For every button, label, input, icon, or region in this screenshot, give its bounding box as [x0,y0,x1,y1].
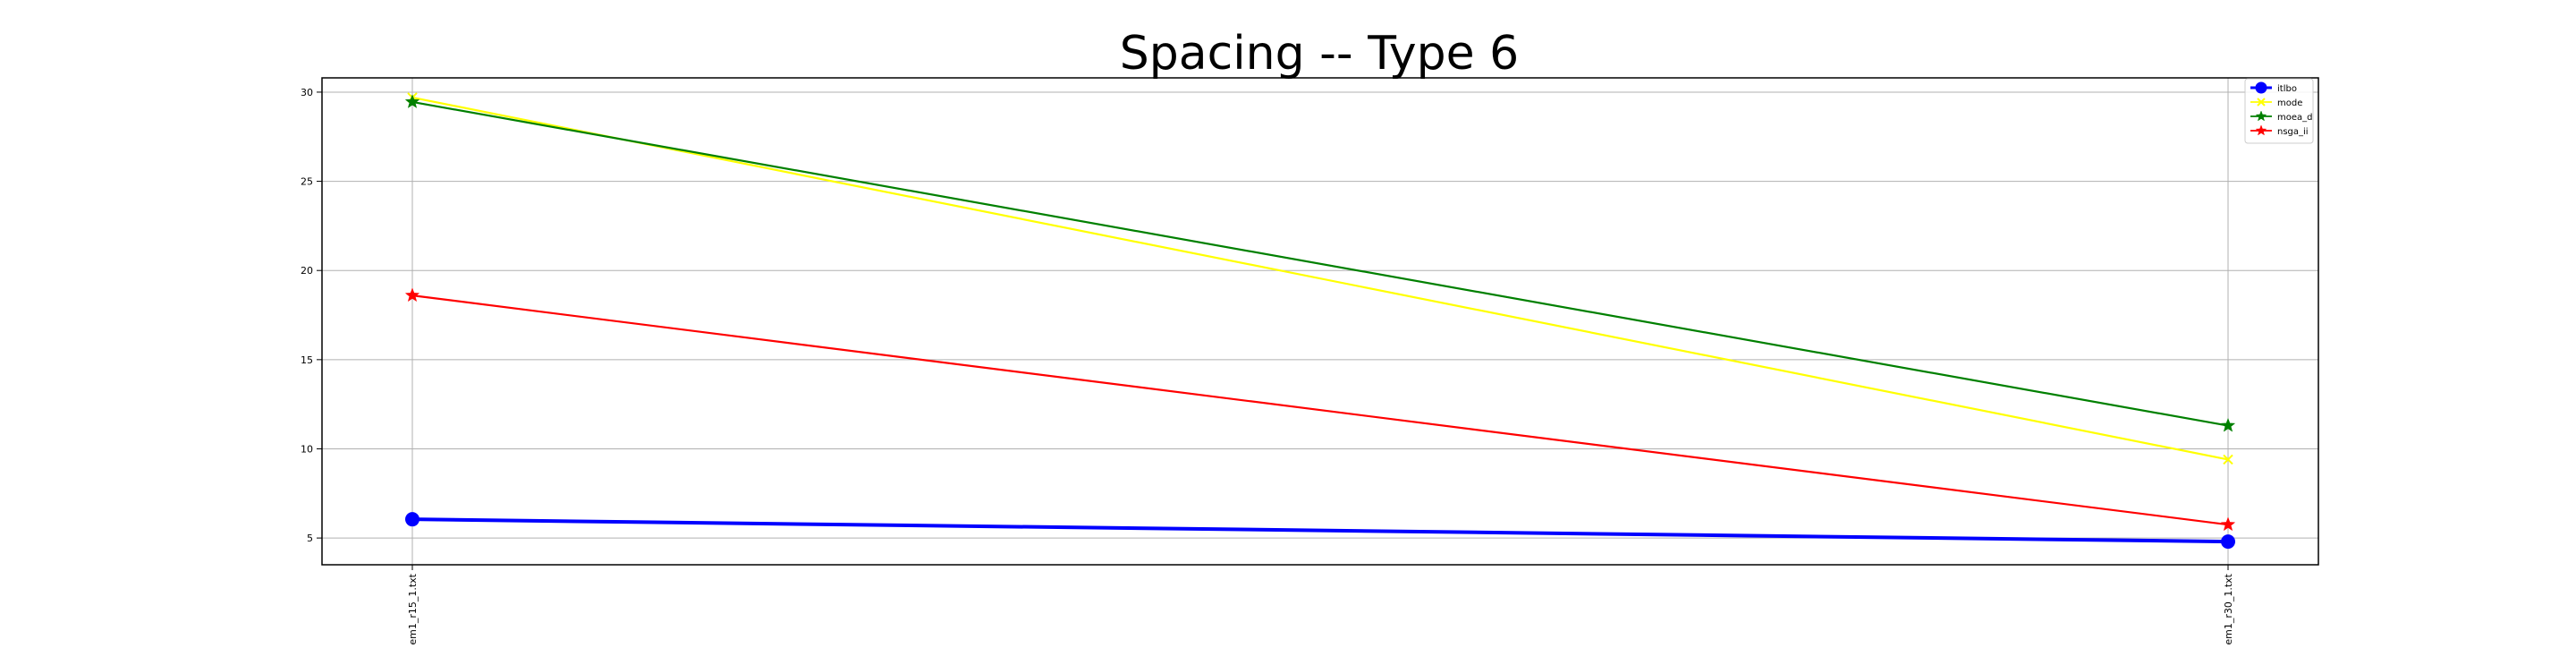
y-tick-label: 15 [301,354,313,366]
legend-label: nsga_ii [2277,127,2309,137]
legend-item: mode [2250,98,2302,108]
legend: itlbo mode moea_d nsga_ii [2244,78,2314,144]
series-line [411,294,2229,526]
legend-marker [2255,124,2267,136]
legend-item: moea_d [2250,110,2313,123]
data-point [2220,417,2236,432]
series-moea_d [404,94,2236,432]
axis-layer: 5 10 15 20 25 30 dem1_r15_1.txt dem1_r30_1.txt [301,77,2319,648]
legend-marker [2255,81,2267,94]
series-nsga_ii [404,287,2236,532]
marker-stroke [2257,98,2266,107]
x-tick-label: dem1_r15_1.txt [407,573,419,644]
legend-label: mode [2277,98,2302,108]
y-tick-label: 25 [301,176,313,188]
x-tick-label: dem1_r30_1.txt [2223,573,2234,644]
data-point [404,287,420,303]
data-point [2220,516,2236,532]
data-point [2221,534,2235,550]
legend-label: itlbo [2277,84,2297,94]
legend-label: moea_d [2277,113,2313,123]
data-point [405,512,419,527]
legend-item: itlbo [2250,81,2297,94]
series-layer [404,92,2236,550]
y-tick-label: 5 [307,533,313,544]
series-mode [407,92,2233,465]
y-tick-label: 20 [301,265,313,277]
series-line [411,96,2229,461]
data-point [2223,454,2233,465]
y-tick-label: 30 [301,87,313,98]
series-line [411,517,2229,544]
series-line [411,100,2229,427]
legend-marker [2255,110,2267,122]
legend-marker [2257,98,2266,107]
data-point [404,94,420,108]
legend-item: nsga_ii [2250,124,2309,137]
y-tick-label: 10 [301,443,313,455]
series-itlbo [405,512,2235,550]
marker-stroke [2223,454,2233,465]
plot-frame [321,77,2319,566]
chart-title: Spacing -- Type 6 [1120,27,1520,81]
